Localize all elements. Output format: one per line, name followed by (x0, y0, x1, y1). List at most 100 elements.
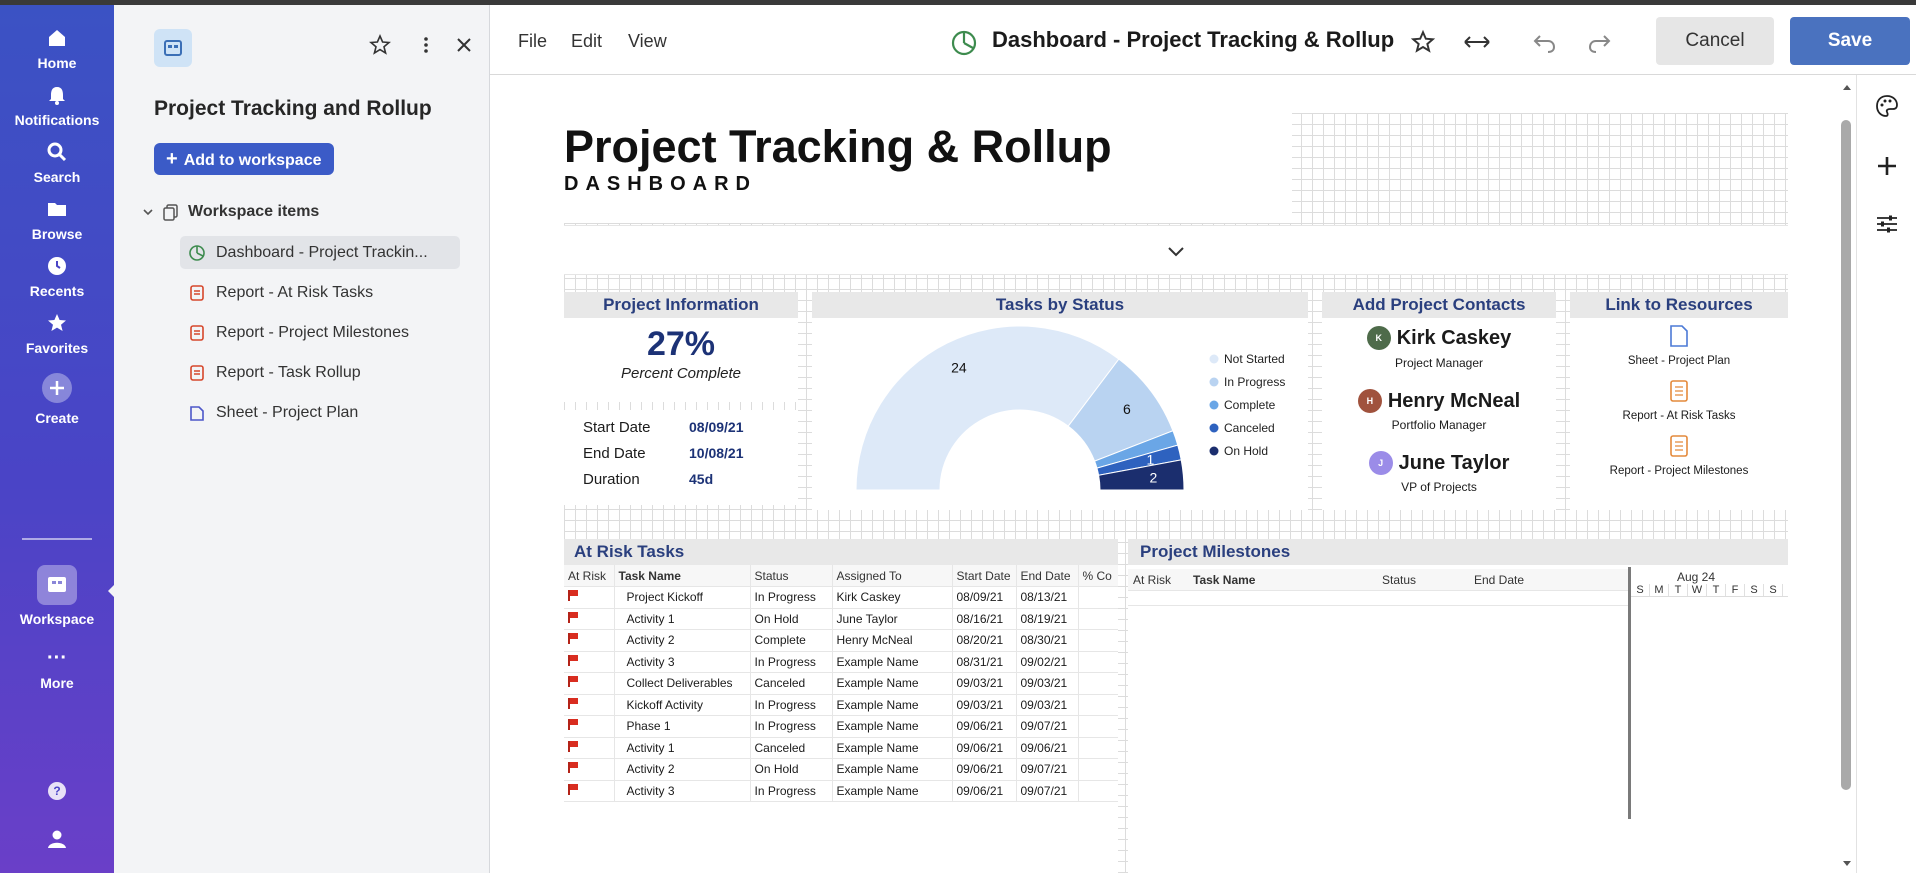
save-button[interactable]: Save (1790, 17, 1910, 65)
workspace-item-report-rollup[interactable]: Report - Task Rollup (180, 356, 460, 389)
workspace-item-dashboard[interactable]: Dashboard - Project Trackin... (180, 236, 460, 269)
resource-link[interactable]: Report - At Risk Tasks (1570, 379, 1788, 422)
table-row[interactable]: Activity 2 Complete Henry McNeal 08/20/21 08… (564, 629, 1118, 652)
table-cell[interactable]: 09/03/21 (952, 672, 1017, 695)
table-row[interactable]: Activity 1 On Hold June Taylor 08/16/21 08/1… (564, 608, 1118, 630)
table-cell[interactable]: 09/06/21 (952, 715, 1017, 738)
table-row[interactable]: Activity 3 In Progress Example Name 09/06/2… (564, 780, 1118, 802)
chart-slice-not-started[interactable] (855, 325, 1120, 491)
add-to-workspace-button[interactable]: + Add to workspace (154, 143, 334, 175)
undo-icon[interactable] (1532, 29, 1558, 55)
scrollbar-thumb[interactable] (1841, 120, 1851, 790)
table-cell[interactable]: Example Name (832, 780, 953, 802)
table-cell[interactable] (1078, 715, 1118, 738)
table-cell[interactable]: 08/20/21 (952, 629, 1017, 652)
expand-width-icon[interactable] (1462, 29, 1492, 55)
at-risk-flag-cell[interactable] (564, 715, 615, 738)
table-cell[interactable] (1078, 586, 1118, 609)
table-cell[interactable]: Kickoff Activity (614, 694, 751, 716)
table-cell[interactable]: Activity 1 (614, 737, 751, 759)
contacts-widget[interactable]: Add Project Contacts K Kirk Caskey Proje… (1322, 292, 1556, 510)
table-cell[interactable]: 08/09/21 (952, 586, 1017, 609)
table-cell[interactable]: 08/19/21 (1016, 608, 1079, 630)
table-cell[interactable]: In Progress (750, 694, 833, 716)
menu-file[interactable]: File (518, 31, 548, 51)
milestones-widget[interactable]: Project Milestones At Risk Task Name Sta… (1128, 539, 1788, 891)
palette-icon[interactable] (1874, 93, 1900, 119)
table-cell[interactable]: 08/16/21 (952, 608, 1017, 630)
table-row[interactable]: Phase 1 In Progress Example Name 09/06/21 09… (564, 715, 1118, 738)
at-risk-flag-cell[interactable] (564, 608, 615, 630)
scroll-up-arrow-icon[interactable] (1842, 83, 1852, 91)
workspace-item-sheet[interactable]: Sheet - Project Plan (180, 396, 460, 429)
table-cell[interactable]: Example Name (832, 694, 953, 716)
at-risk-flag-cell[interactable] (564, 586, 615, 609)
project-info-widget[interactable]: Project Information 27% Percent Complete (564, 292, 798, 402)
at-risk-flag-cell[interactable] (564, 737, 615, 759)
table-cell[interactable]: 09/06/21 (952, 737, 1017, 759)
table-cell[interactable]: 09/06/21 (952, 758, 1017, 781)
column-header[interactable]: Start Date (952, 565, 1017, 587)
table-cell[interactable]: 09/03/21 (1016, 694, 1079, 716)
table-cell[interactable]: Kirk Caskey (832, 586, 953, 609)
table-cell[interactable]: Example Name (832, 672, 953, 695)
table-cell[interactable]: In Progress (750, 780, 833, 802)
add-widget-icon[interactable] (1874, 153, 1900, 179)
favorite-star-icon[interactable] (1410, 29, 1436, 55)
nav-notifications[interactable]: Notifications (0, 84, 114, 128)
table-cell[interactable]: 09/02/21 (1016, 651, 1079, 673)
column-header[interactable]: Status (750, 565, 833, 587)
column-header[interactable]: Status (1382, 573, 1417, 587)
table-cell[interactable]: Phase 1 (614, 715, 751, 738)
table-cell[interactable]: Example Name (832, 651, 953, 673)
table-cell[interactable]: 09/07/21 (1016, 715, 1079, 738)
table-row[interactable]: Kickoff Activity In Progress Example Name 0… (564, 694, 1118, 716)
table-cell[interactable]: Collect Deliverables (614, 672, 751, 695)
contact-card[interactable]: J June Taylor VP of Projects (1322, 451, 1556, 494)
nav-home[interactable]: Home (0, 27, 114, 71)
contact-card[interactable]: K Kirk Caskey Project Manager (1322, 326, 1556, 370)
table-row[interactable]: Project Kickoff In Progress Kirk Caskey 08/… (564, 586, 1118, 609)
at-risk-flag-cell[interactable] (564, 758, 615, 781)
table-cell[interactable]: Canceled (750, 672, 833, 695)
table-cell[interactable] (1078, 758, 1118, 781)
scroll-down-arrow-icon[interactable] (1842, 860, 1852, 868)
favorite-star-icon[interactable] (368, 33, 392, 57)
project-dates-widget[interactable]: Start Date 08/09/21 End Date 10/08/21 Du… (564, 410, 798, 505)
column-header[interactable]: At Risk (564, 565, 615, 587)
column-header[interactable]: End Date (1474, 573, 1525, 587)
at-risk-flag-cell[interactable] (564, 694, 615, 716)
table-cell[interactable]: 09/06/21 (952, 780, 1017, 802)
table-cell[interactable] (1078, 629, 1118, 652)
workspace-item-report-at-risk[interactable]: Report - At Risk Tasks (180, 276, 460, 309)
table-cell[interactable]: 09/03/21 (1016, 672, 1079, 695)
table-cell[interactable] (1078, 672, 1118, 695)
table-cell[interactable]: Activity 2 (614, 629, 751, 652)
table-cell[interactable]: Henry McNeal (832, 629, 953, 652)
workspace-item-report-milestones[interactable]: Report - Project Milestones (180, 316, 460, 349)
table-row[interactable]: Activity 1 Canceled Example Name 09/06/21 09… (564, 737, 1118, 759)
table-cell[interactable]: 09/06/21 (1016, 737, 1079, 759)
resource-link[interactable]: Report - Project Milestones (1570, 434, 1788, 477)
column-header[interactable]: At Risk (1133, 573, 1172, 587)
settings-sliders-icon[interactable] (1874, 211, 1900, 237)
table-cell[interactable]: 09/07/21 (1016, 780, 1079, 802)
gantt-divider[interactable] (1628, 567, 1631, 819)
chart-slice-on-hold[interactable] (1098, 459, 1185, 491)
menu-edit[interactable]: Edit (571, 31, 603, 51)
table-row[interactable]: Activity 3 In Progress Example Name 08/31/2… (564, 651, 1118, 673)
table-cell[interactable] (1078, 780, 1118, 802)
table-cell[interactable]: In Progress (750, 586, 833, 609)
table-cell[interactable]: On Hold (750, 608, 833, 630)
at-risk-flag-cell[interactable] (564, 629, 615, 652)
at-risk-flag-cell[interactable] (564, 780, 615, 802)
table-cell[interactable]: 08/30/21 (1016, 629, 1079, 652)
table-row[interactable]: Collect Deliverables Canceled Example Name… (564, 672, 1118, 695)
nav-browse[interactable]: Browse (0, 198, 114, 242)
kebab-menu-icon[interactable] (414, 33, 438, 57)
column-header[interactable]: End Date (1016, 565, 1079, 587)
column-header[interactable]: Task Name (1193, 573, 1256, 587)
at-risk-widget[interactable]: At Risk Tasks At Risk Task Name Status A… (564, 539, 1118, 891)
table-cell[interactable] (1078, 694, 1118, 716)
table-cell[interactable]: Complete (750, 629, 833, 652)
